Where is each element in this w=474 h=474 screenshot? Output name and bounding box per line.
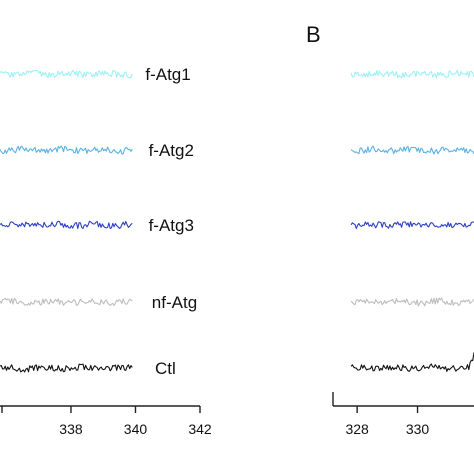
series-trace-nf-atg (0, 297, 133, 307)
x-tick-label: 330 (406, 421, 430, 437)
series-label-f-atg2: f-Atg2 (149, 141, 194, 160)
series-trace-ctl (350, 352, 474, 372)
x-tick-label: 340 (124, 421, 148, 437)
x-tick-label: 342 (188, 421, 212, 437)
series-trace-f-atg2 (350, 145, 474, 155)
series-label-f-atg1: f-Atg1 (145, 65, 190, 84)
series-trace-f-atg2 (0, 145, 133, 155)
panel-b: B 328 330 (306, 22, 474, 437)
series-trace-f-atg1 (0, 69, 133, 79)
series-label-f-atg3: f-Atg3 (149, 216, 194, 235)
panel-b-label: B (306, 22, 321, 47)
panel-a: 338 340 342 f-Atg1 f-Atg2 f-Atg3 nf-Atg Ctl (0, 65, 212, 437)
series-label-nf-atg: nf-Atg (152, 293, 197, 312)
series-trace-ctl (0, 363, 133, 373)
x-tick-label: 338 (59, 421, 83, 437)
x-tick-label: 328 (345, 421, 369, 437)
series-trace-nf-atg (350, 297, 474, 307)
series-trace-f-atg1 (350, 69, 474, 79)
series-label-ctl: Ctl (155, 359, 176, 378)
series-trace-f-atg3 (0, 220, 133, 230)
series-trace-f-atg3 (350, 221, 474, 230)
